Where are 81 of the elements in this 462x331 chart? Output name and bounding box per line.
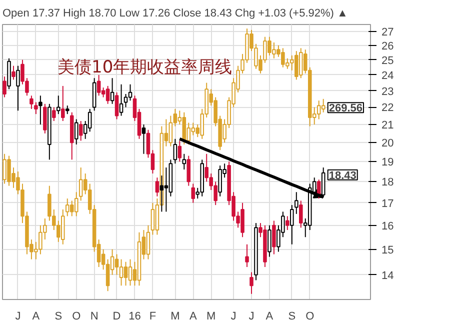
candlestick — [96, 74, 101, 96]
text: 269.56 — [328, 102, 362, 115]
candlestick — [186, 155, 191, 186]
candlestick — [119, 258, 124, 286]
candlestick — [114, 254, 119, 276]
candlestick — [316, 100, 321, 120]
candlestick — [16, 65, 20, 112]
candlestick — [124, 261, 128, 286]
y-tick-label: 23 — [382, 86, 394, 98]
candlestick — [74, 192, 78, 217]
y-tick-label: 16 — [382, 220, 394, 232]
candlestick — [78, 120, 83, 142]
candlestick — [128, 258, 132, 286]
y-tick-label: 25 — [382, 54, 394, 67]
candlestick — [52, 106, 56, 122]
candlestick — [106, 85, 110, 104]
candlestick — [250, 272, 254, 294]
y-tick-label: 14 — [382, 270, 394, 282]
candlestick — [155, 177, 160, 197]
x-tick-label: D — [112, 310, 121, 322]
candlestick — [173, 138, 178, 164]
x-tick-label: S — [54, 310, 62, 322]
candlestick — [182, 153, 186, 170]
x-tick-label: N — [90, 310, 98, 322]
y-tick-label: 21 — [382, 120, 394, 132]
x-tick-label: J — [230, 310, 236, 322]
candlestick — [56, 95, 60, 115]
candlestick — [88, 108, 92, 132]
y-tick-label: 24 — [382, 70, 394, 82]
candlestick — [268, 224, 272, 258]
y-tick-label: 26 — [382, 40, 394, 52]
y-tick-label: 20 — [382, 138, 394, 150]
x-tick-label: J — [15, 310, 21, 322]
x-tick-label: A — [266, 310, 274, 322]
x-tick-label: M — [206, 310, 216, 322]
x-tick-label: F — [149, 310, 156, 322]
x-tick-label: O — [72, 310, 82, 322]
candlestick — [110, 78, 114, 104]
candlestick — [294, 192, 298, 214]
candlestick — [34, 102, 38, 115]
x-tick-label: A — [32, 310, 40, 322]
x-tick-label: O — [306, 310, 315, 322]
candlestick — [150, 202, 155, 236]
candlestick — [191, 183, 196, 204]
candlestick — [272, 220, 276, 255]
candlestick — [142, 124, 146, 154]
candlestick — [61, 85, 65, 122]
candlestick — [78, 167, 83, 202]
candlestick — [321, 98, 326, 113]
candlestick — [178, 140, 182, 162]
candlestick — [286, 216, 290, 231]
candlestick — [2, 76, 6, 98]
candlestick — [114, 92, 119, 120]
candlestick — [245, 244, 249, 268]
candlestick — [146, 224, 150, 260]
y-tick-label: 15 — [382, 244, 394, 256]
text: 美债10年期收益率周线 — [58, 58, 232, 78]
y-tick-label: 17 — [382, 198, 394, 210]
x-tick-label: S — [288, 310, 296, 322]
chart-subtitle: Open 17.37 High 18.70 Low 17.26 Close 18.43 Chg +1.03 (+5.92%) ▲ — [2, 8, 348, 20]
candlestick — [299, 200, 303, 228]
candlestick — [119, 84, 124, 116]
candlestick — [12, 65, 16, 80]
candlestick — [164, 167, 168, 212]
text: 18.43 — [328, 170, 356, 182]
x-tick-label: A — [189, 310, 198, 322]
candlestick — [43, 103, 47, 134]
y-tick-label: 18 — [382, 176, 394, 189]
x-tick-label: J — [248, 310, 254, 322]
candlestick — [168, 115, 173, 147]
candlestick — [124, 94, 128, 108]
y-tick-label: 19 — [382, 156, 394, 169]
candlestick — [30, 95, 34, 110]
y-tick-label: 22 — [382, 102, 394, 114]
x-tick-label: M — [170, 310, 180, 322]
x-tick-label: 16 — [128, 310, 141, 322]
candlestick — [128, 84, 132, 102]
y-tick-label: 27 — [382, 26, 394, 38]
candlestick — [74, 118, 78, 145]
candlestick — [290, 204, 294, 245]
candlestick — [38, 95, 42, 125]
